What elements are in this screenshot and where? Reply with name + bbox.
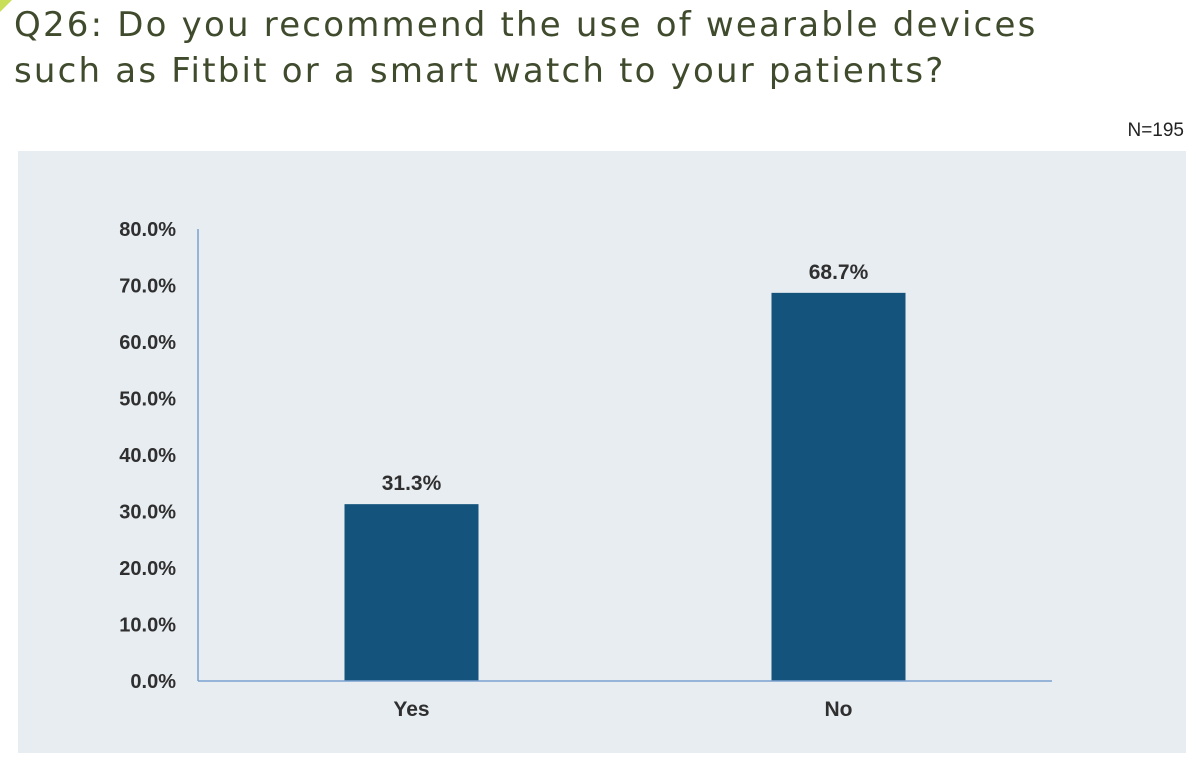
data-labels: 31.3% 68.7% xyxy=(382,261,869,495)
data-label: 68.7% xyxy=(809,261,869,284)
y-tick-label: 40.0% xyxy=(119,445,176,467)
y-tick-label: 70.0% xyxy=(119,276,176,298)
page-title: Q26: Do you recommend the use of wearabl… xyxy=(14,2,1114,94)
data-label: 31.3% xyxy=(382,472,442,495)
category-labels: Yes No xyxy=(393,698,852,721)
x-tick-label: Yes xyxy=(393,698,429,721)
y-tick-label: 20.0% xyxy=(119,558,176,580)
bars xyxy=(344,292,906,681)
bar-yes xyxy=(344,504,479,681)
y-tick-label: 60.0% xyxy=(119,332,176,354)
sample-size-label: N=195 xyxy=(1127,120,1184,141)
title-line-2: such as Fitbit or a smart watch to your … xyxy=(14,51,946,91)
y-tick-label: 0.0% xyxy=(130,671,176,693)
corner-accent xyxy=(0,0,12,12)
y-tick-label: 50.0% xyxy=(119,389,176,411)
y-tick-label: 10.0% xyxy=(119,615,176,637)
title-line-1: Q26: Do you recommend the use of wearabl… xyxy=(14,5,1038,45)
chart-panel xyxy=(18,151,1186,753)
axes xyxy=(197,229,1052,682)
y-axis-ticks: 0.0% 10.0% 20.0% 30.0% 40.0% 50.0% 60.0% 70.0% 8… xyxy=(119,219,176,693)
y-tick-label: 80.0% xyxy=(119,219,176,241)
x-tick-label: No xyxy=(825,698,853,721)
bar-no xyxy=(771,292,906,681)
y-tick-label: 30.0% xyxy=(119,502,176,524)
